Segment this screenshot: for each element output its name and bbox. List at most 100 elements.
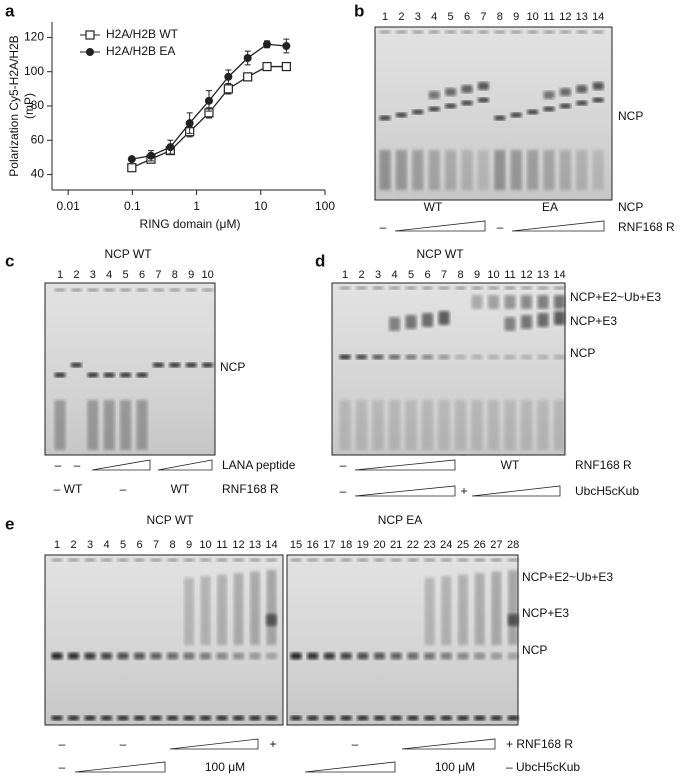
- gel-band: [554, 286, 565, 290]
- lane-number: 2: [70, 539, 76, 551]
- gel-band: [422, 286, 433, 290]
- gel-band: [490, 652, 502, 660]
- gel-band: [576, 100, 588, 106]
- row-label: RNF168 R: [222, 482, 279, 496]
- gel-smear: [491, 571, 502, 645]
- lane-number: 10: [201, 269, 213, 281]
- y-tick-label: 80: [31, 98, 45, 112]
- gel-band: [340, 715, 352, 721]
- gel-band: [266, 715, 277, 721]
- gel-smear: [356, 400, 367, 450]
- gel-smear: [217, 574, 227, 645]
- gel-band: [440, 652, 452, 660]
- gel-band: [527, 30, 539, 34]
- wedge: [304, 761, 396, 773]
- gel-smear: [474, 573, 485, 645]
- lane-number: 18: [340, 539, 352, 551]
- gel-smear: [504, 400, 516, 450]
- gel-band: [438, 286, 450, 290]
- gel-band: [428, 106, 440, 112]
- gel-band: [407, 715, 419, 721]
- gel-band: [592, 30, 604, 34]
- lane-number: 9: [513, 11, 519, 23]
- gel-band: [307, 652, 319, 660]
- gel-band: [340, 652, 352, 660]
- data-point: [262, 61, 272, 72]
- gel-smear: [521, 400, 532, 450]
- gel-smear: [455, 400, 466, 450]
- lane-number: 12: [559, 11, 571, 23]
- gel-smear: [200, 576, 211, 645]
- lane-number: 8: [169, 539, 175, 551]
- gel-band: [527, 109, 539, 115]
- lane-number: 9: [474, 269, 480, 281]
- gel-band: [477, 30, 489, 34]
- y-axis-label: Polarization Cy5-H2A/H2B: [7, 35, 21, 176]
- gel-band: [134, 652, 145, 660]
- gel-band: [390, 652, 402, 660]
- row-mark: –: [340, 484, 347, 498]
- row-mark: +: [460, 484, 467, 498]
- gel-band: [507, 558, 519, 562]
- gel-band: [537, 295, 549, 309]
- gel-band: [307, 558, 319, 562]
- gel-band: [134, 558, 145, 562]
- gel-smear: [87, 400, 99, 450]
- lane-number: 17: [323, 539, 335, 551]
- row-mark: –: [59, 760, 66, 774]
- gel-band: [474, 715, 486, 721]
- gel-band: [471, 354, 483, 360]
- lane-number: 11: [543, 11, 554, 23]
- lane-number: 9: [186, 539, 192, 551]
- row-mark: 100 μM: [435, 760, 475, 774]
- row-mark: –: [55, 458, 62, 472]
- gel-band: [507, 715, 519, 721]
- x-tick-label: 10: [254, 199, 268, 213]
- gel-smear: [120, 400, 132, 450]
- gel-smear: [488, 400, 499, 450]
- lane-number: 13: [537, 269, 549, 281]
- gel-band: [559, 30, 571, 34]
- data-point: [263, 40, 272, 49]
- gel-smear: [233, 573, 244, 645]
- gel-band: [183, 652, 195, 660]
- gel-band: [357, 558, 369, 562]
- gel-smear: [266, 570, 277, 645]
- gel-band: [183, 715, 195, 721]
- gel-band: [290, 715, 302, 721]
- gel-band: [185, 288, 197, 292]
- row-mark: – WT: [54, 482, 83, 496]
- gel-band: [474, 558, 486, 562]
- gel-band: [390, 715, 402, 721]
- gel-band: [510, 30, 522, 34]
- gel-smear: [405, 400, 417, 450]
- gel-smear: [54, 400, 66, 450]
- gel-smear: [184, 577, 194, 645]
- gel-band: [422, 313, 433, 327]
- gel-band: [134, 715, 145, 721]
- x-tick-label: 1: [193, 199, 200, 213]
- gel-band: [87, 288, 99, 292]
- gel-band: [390, 558, 402, 562]
- gel-band: [521, 315, 532, 329]
- gel-band: [428, 30, 440, 34]
- gel-band: [471, 286, 483, 290]
- gel-band: [507, 614, 519, 626]
- lane-number: 10: [487, 269, 499, 281]
- data-point: [127, 163, 137, 173]
- lane-number: 5: [408, 269, 414, 281]
- lane-number: 22: [407, 539, 419, 551]
- wedge: [169, 738, 259, 750]
- gel-band: [357, 652, 369, 660]
- gel-band: [494, 115, 506, 121]
- gel-band: [51, 558, 63, 562]
- gel-band: [101, 715, 112, 721]
- lane-number: 3: [87, 539, 93, 551]
- y-tick-label: 60: [31, 132, 45, 146]
- legend-label: H2A/H2B WT: [106, 27, 179, 41]
- gel-band: [249, 715, 261, 721]
- gel-band: [455, 286, 466, 290]
- lane-number: 10: [199, 539, 211, 551]
- gel-band: [54, 372, 66, 378]
- lane-number: 12: [520, 269, 532, 281]
